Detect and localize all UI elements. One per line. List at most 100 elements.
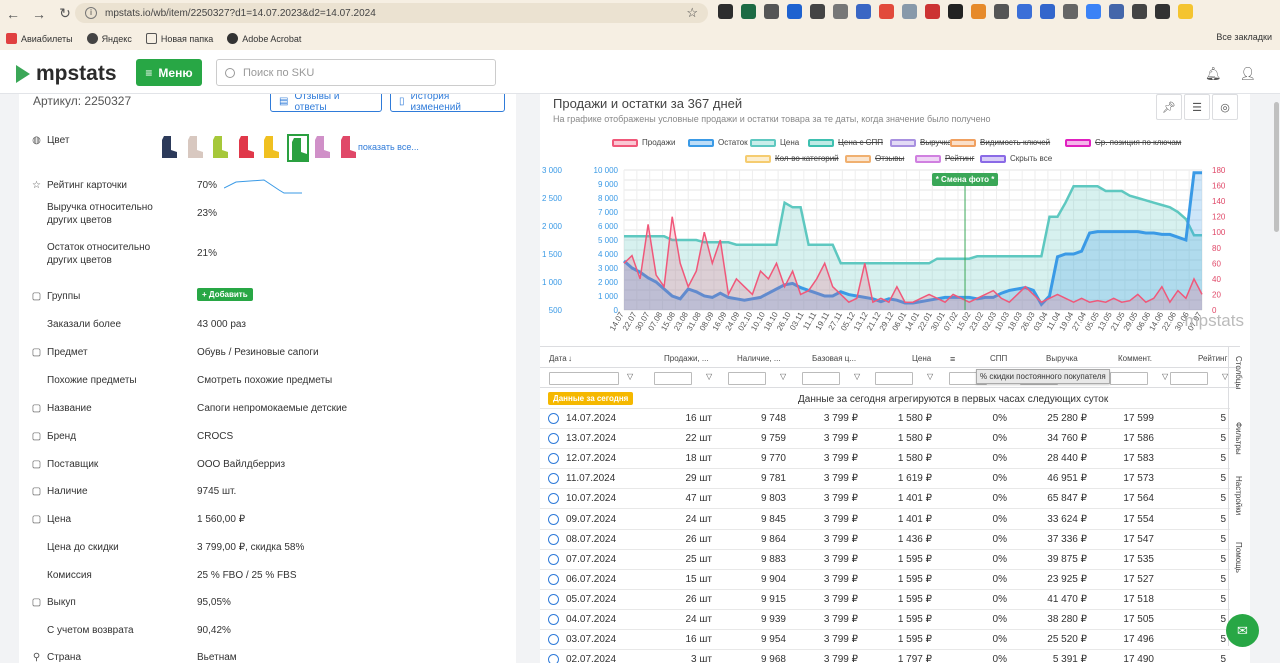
table-row[interactable]: 10.07.2024 47 шт 9 803 3 799 ₽ 1 401 ₽ 0% 65 8… <box>540 489 1230 510</box>
bookmark-star-icon[interactable]: ☆ <box>686 5 698 20</box>
extension-icon[interactable] <box>810 4 825 19</box>
column-filter-input[interactable] <box>802 372 840 385</box>
column-filter-input[interactable] <box>654 372 692 385</box>
extension-icon[interactable] <box>1040 4 1055 19</box>
legend-item[interactable]: Продажи <box>612 138 675 147</box>
extension-icon[interactable] <box>718 4 733 19</box>
column-header[interactable]: Базовая ц... <box>812 354 857 363</box>
attr-link[interactable]: ООО Вайлдберриз <box>197 459 286 470</box>
column-header[interactable]: Коммент. <box>1118 354 1152 363</box>
extension-icon[interactable] <box>1017 4 1032 19</box>
site-info-icon[interactable]: i <box>85 7 97 19</box>
column-filter-input[interactable] <box>875 372 913 385</box>
extension-icon[interactable] <box>1109 4 1124 19</box>
show-all-colors-link[interactable]: показать все... <box>358 142 419 152</box>
bookmark-acrobat[interactable]: Adobe Acrobat <box>227 33 301 44</box>
column-filter-input[interactable] <box>728 372 766 385</box>
color-swatch-boot[interactable] <box>286 134 309 162</box>
filter-icon[interactable]: ▽ <box>780 372 787 381</box>
attr-link[interactable]: CROCS <box>197 431 234 442</box>
table-row[interactable]: 02.07.2024 3 шт 9 968 3 799 ₽ 1 797 ₽ 0% 5 391… <box>540 650 1230 663</box>
sku-search-input[interactable]: Поиск по SKU <box>216 59 496 86</box>
filter-icon[interactable]: ▽ <box>1222 372 1229 381</box>
scrollbar-thumb[interactable] <box>1274 102 1279 232</box>
forward-icon[interactable]: → <box>32 5 46 22</box>
table-row[interactable]: 05.07.2024 26 шт 9 915 3 799 ₽ 1 595 ₽ 0% 41 4… <box>540 590 1230 610</box>
table-row[interactable]: 04.07.2024 24 шт 9 939 3 799 ₽ 1 595 ₽ 0% 38 2… <box>540 610 1230 630</box>
mpstats-logo[interactable]: mpstats <box>16 62 117 86</box>
column-filter-input[interactable] <box>549 372 619 385</box>
legend-item[interactable]: Отзывы <box>845 154 904 163</box>
extension-icon[interactable] <box>764 4 779 19</box>
column-filter-input[interactable] <box>1170 372 1208 385</box>
column-menu-icon[interactable]: ≡ <box>950 354 956 364</box>
all-bookmarks[interactable]: Все закладки <box>1216 32 1272 42</box>
attr-link[interactable]: Смотреть похожие предметы <box>197 375 333 386</box>
extension-icon[interactable] <box>925 4 940 19</box>
user-icon[interactable]: 👤︎ <box>1239 66 1256 81</box>
side-tab[interactable]: Настройки <box>1234 476 1243 516</box>
column-header[interactable]: Дата <box>549 354 567 363</box>
column-header[interactable]: Выручка <box>1046 354 1078 363</box>
attr-link[interactable]: Обувь / Резиновые сапоги <box>197 347 319 358</box>
bookmark-folder[interactable]: Новая папка <box>145 33 213 44</box>
list-icon[interactable]: ☰ <box>1184 94 1210 120</box>
extension-icon[interactable] <box>902 4 917 19</box>
legend-item[interactable]: Цена <box>750 138 799 147</box>
legend-item[interactable]: Остаток <box>688 138 748 147</box>
side-tab[interactable]: Помощь <box>1234 542 1243 573</box>
back-icon[interactable]: ← <box>6 5 20 22</box>
legend-item[interactable]: Скрыть все <box>980 154 1052 163</box>
extension-icon[interactable] <box>1155 4 1170 19</box>
color-swatch-boot[interactable] <box>210 134 232 162</box>
table-row[interactable]: 03.07.2024 16 шт 9 954 3 799 ₽ 1 595 ₽ 0% 25 5… <box>540 630 1230 651</box>
column-header[interactable]: СПП <box>990 354 1008 363</box>
reload-icon[interactable]: ↻ <box>59 5 71 21</box>
legend-item[interactable]: Выручка <box>890 138 952 147</box>
legend-item[interactable]: Рейтинг <box>915 154 974 163</box>
column-header[interactable]: Цена <box>912 354 932 363</box>
reviews-button[interactable]: ▤ Отзывы и ответы <box>270 94 382 113</box>
extension-icon[interactable] <box>833 4 848 19</box>
extension-icon[interactable] <box>787 4 802 19</box>
table-row[interactable]: 09.07.2024 24 шт 9 845 3 799 ₽ 1 401 ₽ 0% 33 6… <box>540 510 1230 530</box>
history-button[interactable]: ▯ История изменений <box>390 94 505 113</box>
table-row[interactable]: 07.07.2024 25 шт 9 883 3 799 ₽ 1 595 ₽ 0% 39 8… <box>540 550 1230 570</box>
extension-icon[interactable] <box>879 4 894 19</box>
address-bar[interactable]: i mpstats.io/wb/item/2250327?d1=14.07.20… <box>75 3 708 23</box>
extension-icon[interactable] <box>1086 4 1101 19</box>
extension-icon[interactable] <box>856 4 871 19</box>
color-swatch-boot[interactable] <box>261 134 283 162</box>
hide-icon[interactable]: ◎ <box>1212 94 1238 120</box>
extension-icon[interactable] <box>948 4 963 19</box>
table-row[interactable]: 08.07.2024 26 шт 9 864 3 799 ₽ 1 436 ₽ 0% 37 3… <box>540 530 1230 550</box>
table-row[interactable]: 11.07.2024 29 шт 9 781 3 799 ₽ 1 619 ₽ 0% 46 9… <box>540 469 1230 490</box>
column-header[interactable]: Наличие, ... <box>737 354 781 363</box>
color-swatch-boot[interactable] <box>185 134 207 162</box>
extension-icon[interactable] <box>741 4 756 19</box>
color-swatch-boot[interactable] <box>312 134 334 162</box>
extension-icon[interactable] <box>994 4 1009 19</box>
legend-item[interactable]: Ср. позиция по ключам <box>1065 138 1181 147</box>
legend-item[interactable]: Видимость ключей <box>950 138 1050 147</box>
add-group-button[interactable]: + Добавить <box>197 288 253 301</box>
color-swatch-boot[interactable] <box>338 134 360 162</box>
color-swatch-boot[interactable] <box>236 134 258 162</box>
sort-arrow-icon[interactable]: ↓ <box>568 354 572 363</box>
side-tab[interactable]: Фильтры <box>1234 422 1243 455</box>
filter-icon[interactable]: ▽ <box>1162 372 1169 381</box>
bell-icon[interactable]: 🔔︎ <box>1204 66 1222 81</box>
extension-icon[interactable] <box>1063 4 1078 19</box>
support-chat-button[interactable]: ✉ <box>1226 614 1259 647</box>
table-row[interactable]: 13.07.2024 22 шт 9 759 3 799 ₽ 1 580 ₽ 0% 34 7… <box>540 429 1230 450</box>
filter-icon[interactable]: ▽ <box>927 372 934 381</box>
filter-icon[interactable]: ▽ <box>706 372 713 381</box>
extension-icon[interactable] <box>1132 4 1147 19</box>
legend-item[interactable]: Цена с СПП <box>808 138 883 147</box>
pin-icon[interactable]: 📌︎ <box>1156 94 1182 120</box>
filter-icon[interactable]: ▽ <box>627 372 634 381</box>
legend-item[interactable]: Кол-во категорий <box>745 154 839 163</box>
extension-icon[interactable] <box>971 4 986 19</box>
column-filter-input[interactable] <box>1110 372 1148 385</box>
page-scrollbar[interactable] <box>1272 94 1280 663</box>
